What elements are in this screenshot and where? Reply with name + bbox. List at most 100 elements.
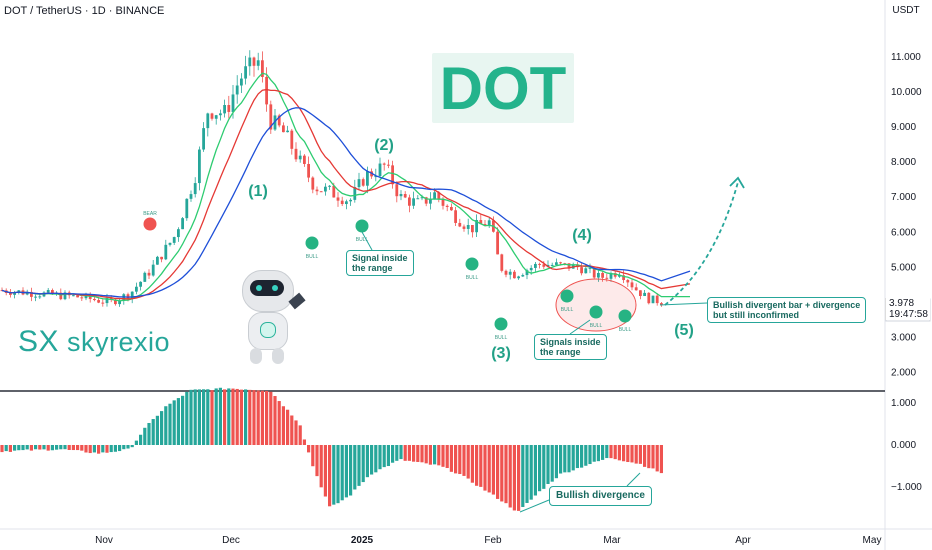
candle-body [403, 194, 407, 198]
candle-body [139, 281, 142, 287]
bull-signal-label: BULL [495, 335, 508, 341]
bull-signal-dot [465, 257, 479, 271]
annotation-connector [626, 472, 641, 487]
bull-signal-label: BULL [306, 254, 319, 260]
histogram-bar [323, 445, 327, 497]
candle [46, 287, 50, 294]
histogram-bar [105, 445, 109, 453]
histogram-bar [458, 445, 462, 475]
histogram-bar [407, 445, 411, 461]
histogram-bar [365, 445, 369, 478]
candle-body [294, 148, 298, 160]
candle [248, 50, 252, 76]
candle [101, 299, 105, 307]
histogram-bar [231, 388, 235, 445]
candle-body [445, 205, 449, 208]
candle-body [286, 130, 289, 133]
candle [135, 282, 138, 295]
candle [269, 100, 273, 134]
candle [580, 262, 583, 276]
candle-body [517, 276, 520, 279]
candle [336, 192, 340, 207]
candle [240, 73, 243, 94]
candle [282, 122, 285, 133]
y-tick-label: 8.000 [891, 157, 916, 168]
candle [378, 157, 382, 179]
histogram-bar [168, 403, 172, 445]
histogram-bar [294, 420, 298, 445]
histogram-bar [281, 406, 285, 445]
candle [164, 239, 168, 261]
candle-body [214, 115, 218, 119]
candle [185, 198, 189, 221]
candle [647, 292, 651, 305]
candle [357, 172, 361, 191]
histogram-bar [370, 445, 374, 475]
histogram-bar [643, 445, 647, 467]
robot-mascot-icon [228, 262, 306, 368]
histogram-bar [353, 445, 357, 490]
candle-body [248, 57, 252, 67]
candle-body [361, 179, 365, 186]
histogram-bar [151, 419, 155, 445]
currency-label[interactable]: USDT [892, 5, 920, 16]
candle-body [643, 292, 646, 297]
candle-body [408, 197, 411, 206]
annotation-connector [569, 319, 591, 335]
histogram-bar [454, 445, 458, 474]
histogram-bar [139, 434, 143, 445]
wave-label: (4) [572, 227, 592, 244]
symbol-title[interactable]: DOT / TetherUS · 1D · BINANCE [4, 5, 165, 17]
histogram-bar [34, 445, 38, 450]
candle-body [46, 290, 50, 293]
candle [151, 260, 155, 277]
histogram-bar [622, 445, 626, 462]
candle-body [97, 300, 100, 303]
candle-body [592, 267, 596, 278]
histogram-bar [76, 445, 80, 451]
candle-body [399, 194, 403, 197]
histogram-bar [181, 395, 185, 445]
histogram-bar [46, 445, 50, 451]
moving-average-line [1, 107, 691, 298]
candle-body [538, 263, 541, 265]
candle-body [59, 292, 63, 300]
candle-body [252, 57, 256, 66]
histogram-bar [197, 389, 201, 445]
candle-body [319, 191, 323, 193]
histogram-bar [0, 445, 4, 453]
candle [324, 183, 327, 196]
osc-y-tick-label: 1.000 [891, 398, 916, 409]
candles-group [0, 50, 663, 307]
candle [261, 51, 264, 83]
histogram-bar [172, 400, 176, 445]
candle-body [429, 199, 432, 204]
x-tick-label: May [863, 535, 882, 546]
histogram-bar [176, 398, 180, 445]
histogram-bar [42, 445, 46, 450]
candle [214, 114, 218, 125]
current-price: 3.978 [889, 298, 915, 309]
candle [349, 198, 352, 206]
candle [487, 217, 491, 228]
candle-body [34, 296, 37, 298]
candle-body [17, 290, 21, 293]
candle [651, 295, 655, 304]
candle-body [63, 292, 67, 300]
candle-body [420, 197, 424, 199]
candle [30, 287, 33, 302]
histogram-bar [235, 388, 239, 445]
histogram-bar [496, 445, 500, 499]
bear-signal-dot [143, 217, 157, 231]
candle [189, 190, 193, 202]
candle [445, 204, 449, 212]
candle-body [143, 272, 147, 282]
candle-body [231, 94, 235, 112]
candle-body [118, 300, 121, 305]
histogram-bar [17, 445, 21, 451]
bull-signal-dot [355, 219, 369, 233]
histogram-bar [634, 445, 638, 464]
candle-body [534, 263, 537, 268]
candle [542, 261, 546, 270]
